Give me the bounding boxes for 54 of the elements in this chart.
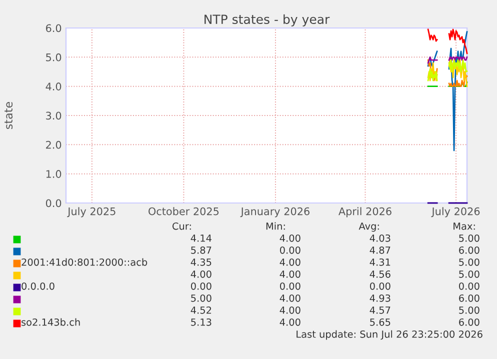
text: 4.93 (370, 294, 390, 302)
y-tick-label: 5.0 (46, 53, 62, 62)
text: Avg: (358, 222, 379, 232)
chart-title: NTP states - by year (204, 14, 330, 26)
y-tick-label: 4.0 (46, 82, 62, 90)
text: 4.00 (190, 270, 212, 278)
text: 4.87 (370, 246, 390, 254)
y-tick-label: 0.0 (46, 199, 62, 208)
text: 5.00 (459, 258, 480, 266)
text: 6.00 (459, 246, 480, 254)
text: 4.35 (190, 258, 212, 266)
text: 4.57 (370, 306, 390, 314)
legend-label: 2001:41d0:801:2000::acb (22, 258, 148, 266)
text: 5.00 (191, 294, 212, 302)
text: 4.00 (280, 318, 300, 326)
text: 5.00 (459, 234, 480, 242)
legend-label: so2.143b.ch (22, 318, 80, 326)
text: 5.00 (459, 306, 480, 314)
text: 0.00 (370, 282, 390, 290)
text: 4.00 (280, 294, 300, 302)
text: 5.13 (191, 318, 212, 326)
x-tick-label: July 2026 (431, 207, 480, 218)
text: 4.00 (280, 258, 300, 266)
y-tick-label: 6.0 (46, 24, 62, 32)
text: 4.00 (280, 234, 300, 242)
text: 5.00 (459, 270, 480, 278)
text: Min: (266, 222, 285, 230)
text: 5.65 (370, 318, 390, 326)
text: 6.00 (459, 318, 480, 326)
y-axis-title: state (4, 102, 13, 129)
text: Last update: Sun Jul 26 23:25:00 2026 (296, 330, 482, 340)
x-tick-label: January 2026 (240, 207, 310, 218)
text: 5.87 (191, 246, 212, 254)
text: 4.56 (370, 270, 390, 278)
text: 0.00 (190, 282, 212, 290)
text: 6.00 (459, 294, 480, 302)
text: 4.00 (280, 306, 300, 314)
x-tick-label: July 2025 (67, 207, 116, 218)
y-tick-label: 3.0 (46, 112, 62, 120)
text: Max: (454, 222, 475, 230)
text: 0.00 (280, 246, 300, 254)
text: 4.03 (370, 234, 390, 242)
text: 4.52 (190, 306, 212, 314)
x-tick-label: October 2025 (148, 207, 219, 216)
text: 4.31 (370, 258, 390, 266)
x-tick-label: April 2026 (338, 207, 392, 218)
legend-label: 0.0.0.0 (22, 282, 54, 290)
y-tick-label: 2.0 (46, 140, 62, 149)
y-tick-label: 1.0 (46, 170, 62, 178)
text: 4.14 (190, 234, 212, 242)
text: 0.00 (280, 282, 300, 290)
text: 4.00 (280, 270, 300, 278)
text: 0.00 (458, 282, 480, 290)
text: Cur: (172, 222, 191, 230)
